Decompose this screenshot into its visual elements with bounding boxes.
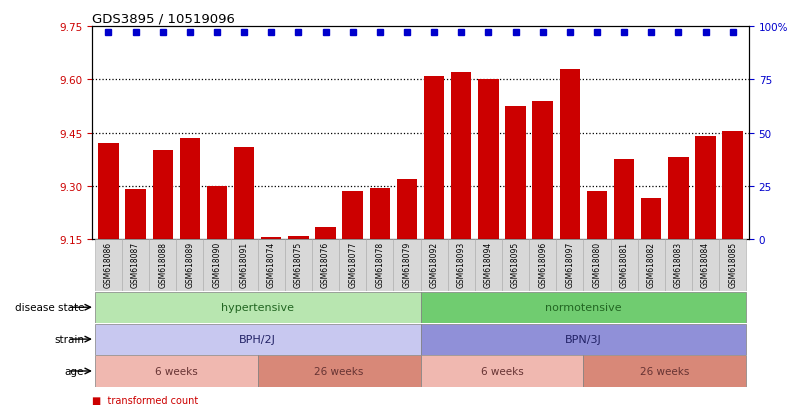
Bar (126, 190, 146, 240)
FancyBboxPatch shape (393, 240, 421, 291)
Text: GSM618087: GSM618087 (131, 242, 140, 287)
Bar (369, 188, 390, 240)
Bar (641, 199, 662, 240)
Text: GSM618081: GSM618081 (620, 242, 629, 287)
Bar (288, 236, 308, 240)
Bar (451, 73, 472, 240)
Text: strain: strain (54, 334, 84, 344)
FancyBboxPatch shape (122, 240, 149, 291)
Text: GSM618082: GSM618082 (646, 242, 656, 287)
Bar (179, 138, 200, 240)
Bar (478, 80, 498, 240)
FancyBboxPatch shape (312, 240, 339, 291)
Text: GSM618075: GSM618075 (294, 242, 303, 288)
FancyBboxPatch shape (529, 240, 556, 291)
Bar (695, 137, 715, 240)
Bar (614, 160, 634, 240)
Bar (152, 151, 173, 240)
Text: GSM618089: GSM618089 (185, 242, 195, 287)
FancyBboxPatch shape (475, 240, 502, 291)
Text: GSM618084: GSM618084 (701, 242, 710, 287)
Text: GSM618074: GSM618074 (267, 242, 276, 288)
Text: 6 weeks: 6 weeks (481, 366, 523, 376)
Bar (583, 356, 747, 387)
Text: GSM618093: GSM618093 (457, 242, 465, 288)
Bar (668, 158, 689, 240)
FancyBboxPatch shape (665, 240, 692, 291)
Text: GSM618085: GSM618085 (728, 242, 737, 287)
Bar (723, 131, 743, 240)
Text: GSM618092: GSM618092 (429, 242, 439, 287)
FancyBboxPatch shape (149, 240, 176, 291)
FancyBboxPatch shape (176, 240, 203, 291)
Text: ■  transformed count: ■ transformed count (92, 395, 199, 405)
Text: GSM618088: GSM618088 (158, 242, 167, 287)
Text: 6 weeks: 6 weeks (155, 366, 198, 376)
Text: GSM618091: GSM618091 (239, 242, 248, 287)
Bar (316, 227, 336, 240)
Text: GSM618079: GSM618079 (402, 242, 412, 288)
FancyBboxPatch shape (719, 240, 747, 291)
Text: BPH/2J: BPH/2J (239, 334, 276, 344)
Text: GSM618077: GSM618077 (348, 242, 357, 288)
FancyBboxPatch shape (95, 240, 122, 291)
Bar (261, 238, 281, 240)
Text: GSM618094: GSM618094 (484, 242, 493, 288)
Bar (396, 179, 417, 240)
Bar (560, 69, 580, 240)
Text: GSM618078: GSM618078 (376, 242, 384, 287)
FancyBboxPatch shape (421, 240, 448, 291)
FancyBboxPatch shape (285, 240, 312, 291)
FancyBboxPatch shape (610, 240, 638, 291)
Bar (258, 356, 421, 387)
FancyBboxPatch shape (203, 240, 231, 291)
Bar (421, 292, 747, 323)
FancyBboxPatch shape (583, 240, 610, 291)
Bar (234, 147, 254, 240)
Bar (587, 192, 607, 240)
Bar (505, 107, 525, 240)
Text: age: age (65, 366, 84, 376)
FancyBboxPatch shape (339, 240, 366, 291)
Text: GSM618076: GSM618076 (321, 242, 330, 288)
Text: GSM618086: GSM618086 (104, 242, 113, 287)
Text: GSM618095: GSM618095 (511, 242, 520, 288)
FancyBboxPatch shape (692, 240, 719, 291)
FancyBboxPatch shape (258, 240, 285, 291)
Text: GSM618096: GSM618096 (538, 242, 547, 288)
Text: GSM618080: GSM618080 (593, 242, 602, 287)
Text: GSM618083: GSM618083 (674, 242, 683, 287)
FancyBboxPatch shape (231, 240, 258, 291)
Bar (99, 144, 119, 240)
Bar (95, 356, 258, 387)
FancyBboxPatch shape (502, 240, 529, 291)
Text: GSM618090: GSM618090 (212, 242, 221, 288)
Text: 26 weeks: 26 weeks (315, 366, 364, 376)
Bar (95, 324, 421, 355)
Bar (421, 324, 747, 355)
Bar (95, 292, 421, 323)
Bar (533, 101, 553, 240)
FancyBboxPatch shape (638, 240, 665, 291)
Bar (421, 356, 583, 387)
FancyBboxPatch shape (448, 240, 475, 291)
Text: normotensive: normotensive (545, 302, 622, 313)
Text: hypertensive: hypertensive (221, 302, 294, 313)
FancyBboxPatch shape (556, 240, 583, 291)
Bar (424, 76, 445, 240)
Bar (343, 192, 363, 240)
Text: 26 weeks: 26 weeks (640, 366, 690, 376)
Text: BPN/3J: BPN/3J (565, 334, 602, 344)
FancyBboxPatch shape (366, 240, 393, 291)
Bar (207, 186, 227, 240)
Text: GSM618097: GSM618097 (566, 242, 574, 288)
Text: GDS3895 / 10519096: GDS3895 / 10519096 (92, 13, 235, 26)
Text: disease state: disease state (14, 302, 84, 313)
